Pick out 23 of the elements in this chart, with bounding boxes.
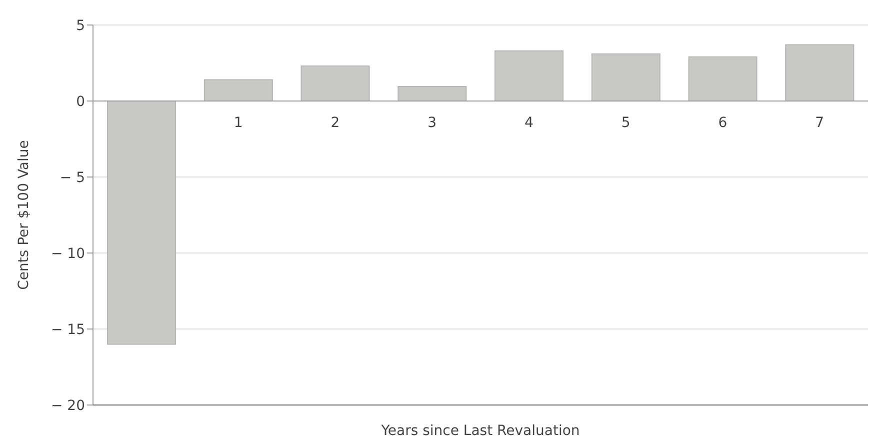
x-tick-label: 7 bbox=[815, 115, 824, 131]
y-axis-title: Cents Per $100 Value bbox=[16, 140, 32, 290]
x-tick-label: 4 bbox=[524, 115, 534, 131]
y-tick-label: 5 bbox=[76, 18, 85, 34]
x-tick-label: 2 bbox=[330, 115, 340, 131]
bar bbox=[204, 79, 273, 102]
bar bbox=[107, 100, 176, 345]
y-tick-label: − 10 bbox=[51, 246, 85, 262]
y-tick-label: − 15 bbox=[51, 322, 85, 338]
y-tick-label: − 5 bbox=[60, 170, 85, 186]
bar bbox=[688, 56, 758, 102]
x-tick-label: 6 bbox=[718, 115, 728, 131]
x-tick-label: 3 bbox=[428, 115, 437, 131]
y-tick-label: − 20 bbox=[51, 398, 85, 414]
x-tick-label: 1 bbox=[234, 115, 243, 131]
bar bbox=[494, 50, 564, 102]
bar bbox=[785, 44, 854, 102]
bar bbox=[591, 53, 660, 102]
bar bbox=[300, 66, 370, 102]
bar bbox=[398, 86, 467, 102]
x-axis-title: Years since Last Revaluation bbox=[380, 423, 580, 439]
y-tick-label: 0 bbox=[76, 94, 85, 110]
x-tick-label: 5 bbox=[621, 115, 630, 131]
